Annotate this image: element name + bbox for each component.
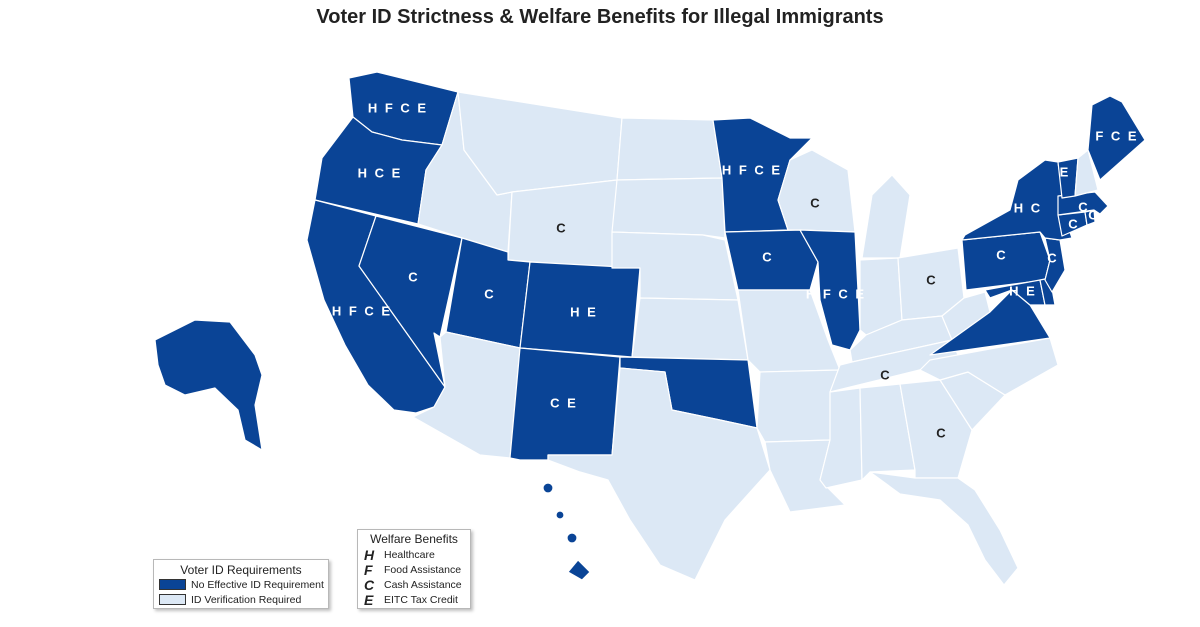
voter-legend-item-no-id: No Effective ID Requirement xyxy=(154,577,328,592)
state-MA[interactable] xyxy=(1057,191,1109,216)
benefits-label-ME: F C E xyxy=(1095,128,1138,143)
state-MI[interactable] xyxy=(861,174,911,259)
state-ND[interactable] xyxy=(616,117,723,181)
healthcare-letter: H xyxy=(364,546,375,563)
benefits-label-NM: C E xyxy=(550,395,578,410)
benefits-label-MA: C xyxy=(1078,199,1089,214)
benefits-label-OH: C xyxy=(926,272,937,287)
voter-legend-title: Voter ID Requirements xyxy=(180,563,302,577)
food-label: Food Assistance xyxy=(384,563,462,576)
state-HI-island-3 xyxy=(555,510,565,520)
voter-id-legend: Voter ID Requirements No Effective ID Re… xyxy=(153,559,329,609)
eitc-label: EITC Tax Credit xyxy=(384,593,458,606)
benefits-label-NY: H C xyxy=(1014,200,1042,215)
benefits-label-VT: E xyxy=(1060,164,1071,179)
benefits-label-UT: C xyxy=(484,286,495,301)
benefits-label-WY: C xyxy=(556,220,567,235)
benefits-label-WA: H F C E xyxy=(368,100,428,115)
state-ME[interactable] xyxy=(1087,95,1146,181)
food-letter: F xyxy=(364,561,373,578)
benefits-label-CT: C xyxy=(1068,216,1079,231)
state-IA[interactable] xyxy=(724,229,819,291)
state-SD[interactable] xyxy=(611,177,726,239)
benefits-label-NJ: C xyxy=(1047,250,1058,265)
healthcare-label: Healthcare xyxy=(384,548,435,561)
welfare-legend-item-c: C Cash Assistance xyxy=(358,576,470,593)
no-id-swatch xyxy=(159,579,186,590)
benefits-label-MN: H F C E xyxy=(722,162,782,177)
state-TX[interactable] xyxy=(547,367,771,581)
welfare-legend-item-e: E EITC Tax Credit xyxy=(358,591,470,608)
benefits-label-MD: H E xyxy=(1009,283,1037,298)
welfare-legend-item-h: H Healthcare xyxy=(358,546,470,563)
benefits-label-NV: C xyxy=(408,269,419,284)
state-NC[interactable] xyxy=(919,337,1059,396)
no-id-label: No Effective ID Requirement xyxy=(191,578,324,591)
cash-letter: C xyxy=(364,576,375,593)
benefits-label-CO: H E xyxy=(570,304,598,319)
state-NH[interactable] xyxy=(1074,149,1099,197)
state-AR[interactable] xyxy=(756,369,841,443)
benefits-label-IL: H F C E xyxy=(806,286,866,301)
state-KS[interactable] xyxy=(631,297,749,361)
benefits-label-PA: C xyxy=(996,247,1007,262)
eitc-letter: E xyxy=(364,591,374,608)
benefits-label-TN: C xyxy=(880,367,891,382)
welfare-legend-title: Welfare Benefits xyxy=(370,532,458,546)
state-FL[interactable] xyxy=(869,471,1019,586)
state-WI[interactable] xyxy=(777,149,856,233)
benefits-label-RI: C xyxy=(1088,207,1099,222)
state-HI-island-2 xyxy=(542,482,554,494)
state-WV[interactable] xyxy=(941,291,991,341)
state-AL[interactable] xyxy=(859,383,916,481)
id-required-label: ID Verification Required xyxy=(191,593,302,606)
cash-label: Cash Assistance xyxy=(384,578,462,591)
id-required-swatch xyxy=(159,594,186,605)
benefits-label-OR: H C E xyxy=(358,165,403,180)
state-HI-island-4 xyxy=(566,532,578,544)
voter-legend-item-id-required: ID Verification Required xyxy=(154,592,328,607)
state-AK[interactable] xyxy=(154,319,263,451)
state-IL[interactable] xyxy=(799,229,861,351)
map-title: Voter ID Strictness & Welfare Benefits f… xyxy=(316,6,884,28)
benefits-label-IA: C xyxy=(762,249,773,264)
state-HI[interactable] xyxy=(567,559,591,581)
benefits-label-CA: H F C E xyxy=(332,303,392,318)
benefits-label-GA: C xyxy=(936,425,947,440)
welfare-legend: Welfare Benefits H Healthcare F Food Ass… xyxy=(357,529,471,609)
benefits-label-WI: C xyxy=(810,195,821,210)
welfare-legend-item-f: F Food Assistance xyxy=(358,561,470,578)
